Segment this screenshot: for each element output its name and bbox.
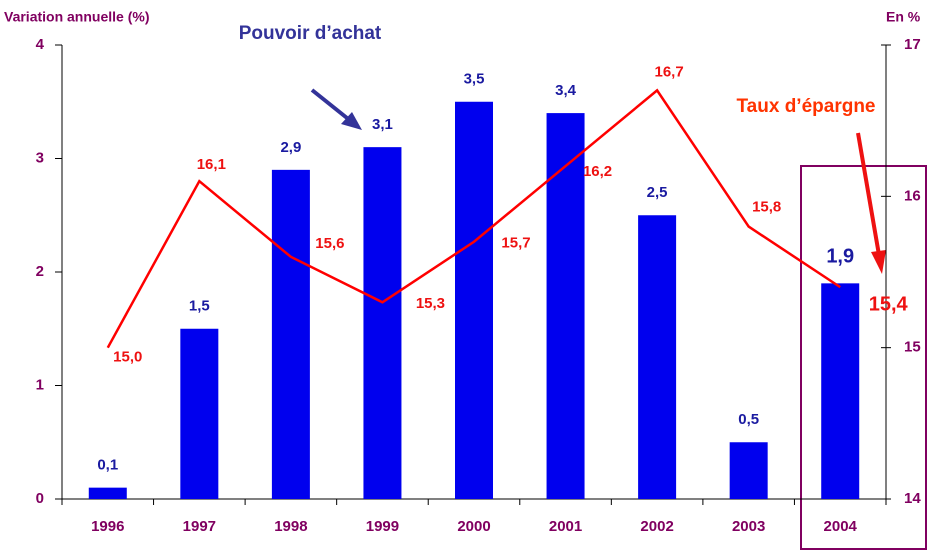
x-tick-label: 2001 [549,518,582,535]
bar [271,169,310,499]
y-axis-label: Variation annuelle (%) [4,9,149,25]
bar-value-label: 3,4 [555,82,577,99]
bar [455,101,493,499]
y-tick-label: 2 [36,263,44,280]
line-value-label: 15,6 [315,235,344,252]
line-value-label: 15,3 [416,295,445,312]
x-tick-label: 1999 [366,518,399,535]
line-value-label: 16,7 [655,63,684,80]
x-tick-label: 2004 [824,518,858,535]
y-tick-label: 3 [36,149,44,166]
annotation-arrow [310,88,354,124]
x-tick-label: 1996 [91,518,124,535]
bar-value-label: 2,9 [280,139,301,156]
bar-value-label: 3,1 [372,116,393,133]
bar-value-label: 1,5 [189,298,210,315]
y2-axis-label: En % [886,9,921,25]
y2-tick-label: 17 [904,36,921,53]
bar [729,442,768,499]
annotation: Pouvoir d’achat [239,23,382,44]
bar-value-label: 1,9 [826,246,854,268]
x-tick-label: 1997 [183,518,216,535]
bar [363,147,402,499]
line-value-label: 15,7 [501,235,530,252]
y-tick-label: 4 [36,36,45,53]
x-tick-label: 2000 [457,518,490,535]
y2-tick-label: 16 [904,187,921,204]
y2-tick-label: 14 [904,490,921,507]
bar [546,113,585,499]
line [106,88,841,349]
line-value-label: 15,4 [869,293,909,315]
annotation-arrow [856,132,881,256]
x-tick-label: 2002 [640,518,673,535]
annotation-arrow-head [341,112,362,130]
bar-value-label: 3,5 [464,71,485,88]
bar [638,215,677,499]
y-tick-label: 0 [36,490,44,507]
y-tick-label: 1 [36,376,44,393]
y2-tick-label: 15 [904,339,921,356]
x-tick-label: 1998 [274,518,307,535]
bar [88,487,127,499]
bar-value-label: 0,5 [738,411,759,428]
line-value-label: 15,0 [113,349,142,366]
annotation: Taux d’épargne [736,96,875,117]
line-value-label: 16,2 [583,163,612,180]
annotation-arrow-head [871,250,886,274]
line-value-label: 16,1 [197,156,226,173]
x-tick-label: 2003 [732,518,765,535]
line-value-label: 15,8 [752,199,781,216]
bar [821,283,860,499]
bar-value-label: 0,1 [97,457,118,474]
bar [180,328,219,499]
bar-value-label: 2,5 [647,184,668,201]
